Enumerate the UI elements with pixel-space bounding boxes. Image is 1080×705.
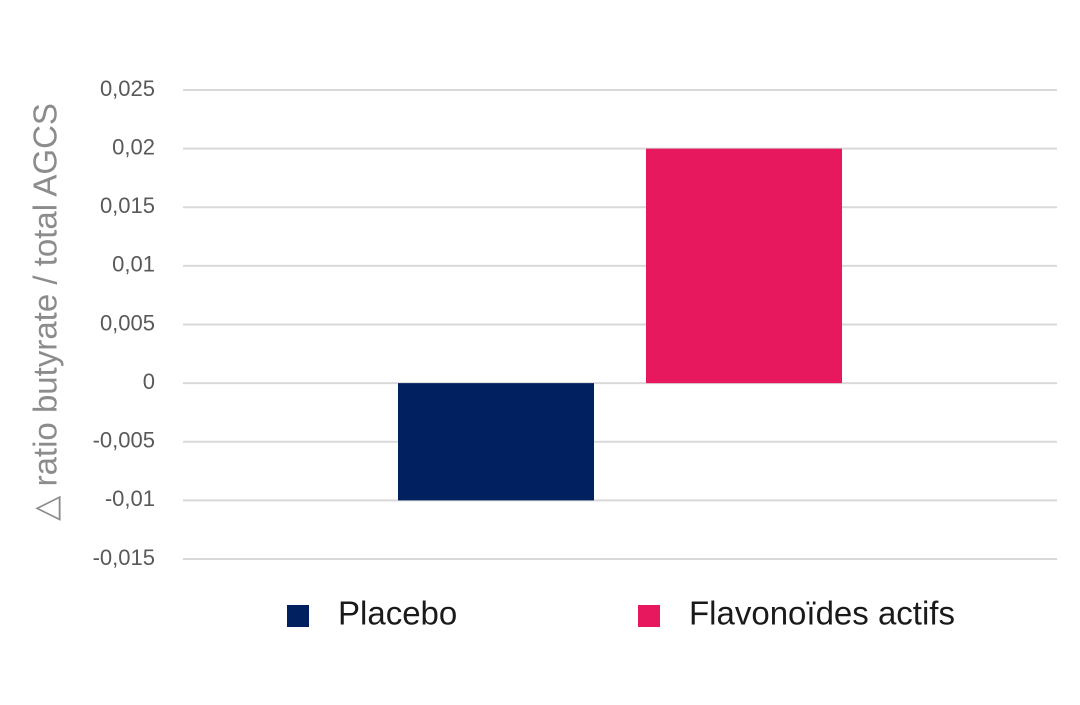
legend-label: Placebo [338, 595, 457, 632]
y-tick-label: -0,005 [93, 428, 155, 453]
bar [398, 383, 594, 501]
legend-swatch [638, 605, 660, 627]
y-tick-label: 0,005 [100, 310, 155, 335]
legend-label: Flavonoïdes actifs [689, 595, 955, 632]
y-tick-label: -0,015 [93, 545, 155, 570]
y-tick-label: 0,015 [100, 193, 155, 218]
y-axis-label: △ ratio butyrate / total AGCS [27, 103, 64, 521]
y-tick-label: -0,01 [105, 486, 155, 511]
y-tick-label: 0,01 [112, 252, 155, 277]
y-tick-label: 0,025 [100, 76, 155, 101]
y-tick-label: 0 [143, 369, 155, 394]
legend-swatch [287, 605, 309, 627]
y-tick-label: 0,02 [112, 134, 155, 159]
bar [646, 148, 842, 384]
